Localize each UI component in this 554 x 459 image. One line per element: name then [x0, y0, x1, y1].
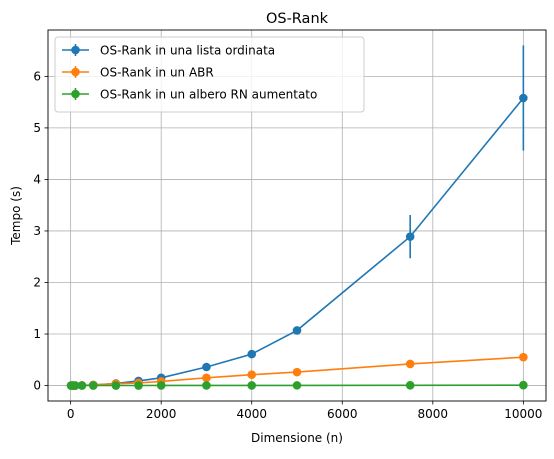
- legend-label: OS-Rank in un ABR: [100, 66, 214, 80]
- y-axis-label: Tempo (s): [9, 186, 23, 246]
- x-tick-label: 4000: [236, 407, 267, 421]
- data-point: [406, 381, 415, 390]
- data-point: [89, 381, 98, 390]
- x-tick-label: 8000: [418, 407, 449, 421]
- data-point: [247, 381, 256, 390]
- data-point: [202, 363, 211, 372]
- data-point: [519, 381, 528, 390]
- y-tick-label: 1: [33, 327, 41, 341]
- y-tick-label: 5: [33, 121, 41, 135]
- y-tick-label: 6: [33, 69, 41, 83]
- x-tick-label: 2000: [146, 407, 177, 421]
- y-tick-label: 0: [33, 379, 41, 393]
- chart-title: OS-Rank: [266, 11, 329, 27]
- legend-marker: [71, 90, 80, 99]
- data-point: [293, 326, 302, 335]
- x-tick-label: 6000: [327, 407, 358, 421]
- legend-marker: [71, 46, 80, 55]
- y-tick-label: 3: [33, 224, 41, 238]
- data-point: [134, 381, 143, 390]
- data-point: [519, 353, 528, 362]
- legend-marker: [71, 68, 80, 77]
- data-point: [293, 381, 302, 390]
- data-point: [202, 374, 211, 383]
- data-point: [247, 350, 256, 359]
- data-point: [293, 368, 302, 377]
- x-tick-label: 0: [67, 407, 75, 421]
- data-point: [202, 381, 211, 390]
- x-tick-label: 10000: [504, 407, 542, 421]
- data-point: [519, 94, 528, 103]
- y-tick-label: 2: [33, 275, 41, 289]
- data-point: [247, 370, 256, 379]
- data-point: [406, 360, 415, 369]
- data-point: [78, 381, 87, 390]
- legend-label: OS-Rank in una lista ordinata: [100, 44, 275, 58]
- x-axis-label: Dimensione (n): [251, 431, 343, 445]
- data-point: [406, 232, 415, 241]
- legend: OS-Rank in una lista ordinata OS-Rank in …: [55, 37, 364, 112]
- y-tick-label: 4: [33, 172, 41, 186]
- legend-label: OS-Rank in un albero RN aumentato: [100, 88, 317, 102]
- data-point: [157, 381, 166, 390]
- data-point: [112, 381, 121, 390]
